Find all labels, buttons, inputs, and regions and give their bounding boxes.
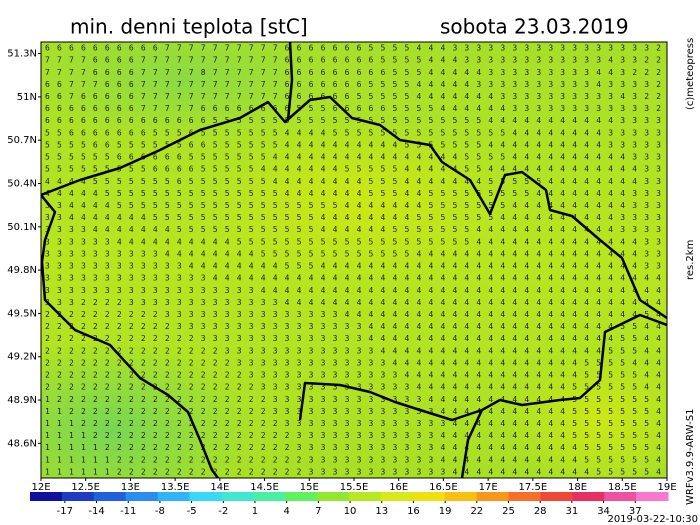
colorbar-segment — [380, 492, 414, 501]
y-tick-label: 48.6N — [7, 438, 37, 449]
map-title: min. denni teplota [stC] — [70, 15, 308, 39]
colorbar-segment — [253, 492, 286, 501]
x-tick-label: 18E — [568, 482, 587, 493]
colorbar-label: 34 — [597, 506, 610, 517]
colorbar-segment — [189, 492, 222, 501]
x-tick-label: 13E — [121, 482, 140, 493]
colorbar-label: 25 — [502, 506, 515, 517]
axes: 12E 12.5E 13E 13.5E 14E 14.5E 15E 15.5E 16E 16.5E… — [7, 49, 676, 493]
colorbar-segment — [540, 492, 573, 501]
colorbar-segment — [125, 492, 159, 501]
model: WRFv3.9.9-ARW-S1 — [685, 408, 696, 505]
colorbar-segment — [93, 492, 127, 501]
colorbar-segment — [30, 492, 63, 501]
warm-area — [510, 350, 667, 478]
y-tick-label: 51N — [17, 92, 37, 103]
colorbar-segment — [157, 492, 190, 501]
y-tick-label: 50.4N — [7, 178, 37, 189]
colorbar-label: 1 — [252, 506, 258, 517]
borders — [41, 42, 667, 478]
colorbar-segment — [61, 492, 95, 501]
colorbar-label: -14 — [88, 506, 104, 517]
x-tick-label: 14E — [210, 482, 229, 493]
colorbar-label: 22 — [470, 506, 483, 517]
colorbar: -17 -14 -11 -8 -5 -2 1 4 7 10 13 16 19 22 25 28 31 34 37 — [30, 492, 669, 517]
colorbar-segment — [508, 492, 541, 501]
colorbar-segment — [476, 492, 509, 501]
resolution: res.2km — [685, 240, 696, 280]
colorbar-segment — [349, 492, 382, 501]
cool-area — [41, 42, 330, 140]
colorbar-label: 31 — [566, 506, 579, 517]
x-tick-label: 15E — [300, 482, 319, 493]
x-tick-label: 13.5E — [161, 482, 190, 493]
colorbar-segment — [412, 492, 446, 501]
y-tick-label: 48.9N — [7, 395, 37, 406]
run-time: 2019-03-22-10:30 — [607, 514, 698, 525]
y-tick-label: 50.7N — [7, 135, 37, 146]
x-tick-label: 16E — [389, 482, 408, 493]
cold-area — [41, 340, 250, 478]
colorbar-segment — [444, 492, 478, 501]
map-date: sobota 23.03.2019 — [440, 15, 629, 39]
x-tick-label: 16.5E — [429, 482, 458, 493]
x-tick-label: 12.5E — [71, 482, 100, 493]
colorbar-label: -2 — [218, 506, 228, 517]
x-tick-label: 19E — [657, 482, 676, 493]
y-tick-label: 49.2N — [7, 352, 37, 363]
y-tick-label: 49.5N — [7, 308, 37, 319]
colorbar-label: 4 — [283, 506, 289, 517]
colorbar-label: 7 — [315, 506, 321, 517]
colorbar-label: -17 — [57, 506, 73, 517]
colorbar-segment — [572, 492, 605, 501]
x-tick-label: 12E — [31, 482, 50, 493]
colorbar-segment — [317, 492, 350, 501]
colorbar-segment — [285, 492, 318, 501]
x-tick-label: 14.5E — [250, 482, 279, 493]
x-tick-label: 17E — [479, 482, 498, 493]
colorbar-segment — [604, 492, 637, 501]
x-tick-label: 17.5E — [519, 482, 548, 493]
colorbar-segment — [636, 492, 669, 501]
y-tick-label: 51.3N — [7, 49, 37, 60]
x-tick-label: 15.5E — [340, 482, 369, 493]
colorbar-label: 19 — [439, 506, 452, 517]
credit: (c)meteopress — [685, 38, 696, 110]
y-tick-label: 49.8N — [7, 265, 37, 276]
colorbar-label: -5 — [187, 506, 197, 517]
y-tick-label: 50.1N — [7, 222, 37, 233]
map-field: 6666666666777777777766666665555444333333… — [41, 42, 667, 478]
colorbar-label: 10 — [344, 506, 357, 517]
colorbar-label: -8 — [155, 506, 165, 517]
colorbar-label: 28 — [534, 506, 547, 517]
colorbar-segment — [221, 492, 254, 501]
colorbar-label: -11 — [120, 506, 136, 517]
colorbar-label: 16 — [407, 506, 420, 517]
colorbar-label: 37 — [629, 506, 642, 517]
colorbar-label: 13 — [375, 506, 388, 517]
x-tick-label: 18.5E — [608, 482, 637, 493]
